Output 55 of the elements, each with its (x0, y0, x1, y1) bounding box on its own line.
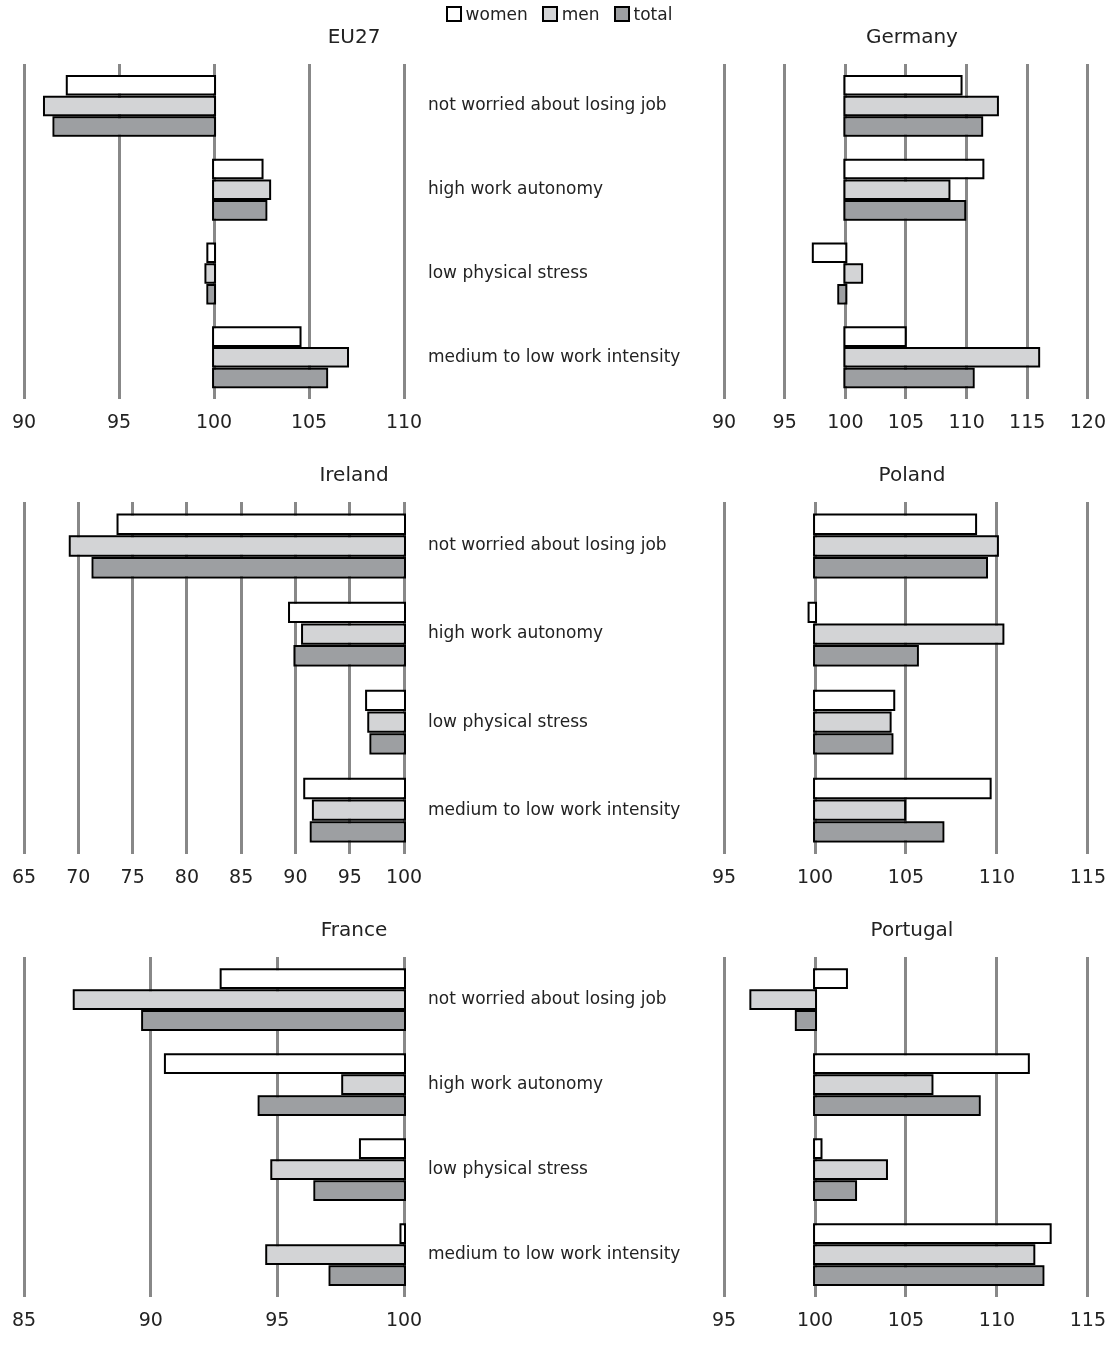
x-tick-label: 110 (385, 409, 423, 432)
x-tick-label: 90 (138, 1307, 163, 1330)
x-tick-label: 95 (711, 1307, 737, 1330)
y-tick-label: not worried about losing job (428, 534, 667, 555)
x-tick-label: 100 (827, 409, 864, 432)
chart-title: Ireland (319, 462, 389, 487)
y-tick-label: low physical stress (428, 261, 588, 282)
x-tick-label: 105 (887, 864, 925, 887)
legend-label: total (633, 4, 673, 24)
x-tick-label: 100 (385, 864, 423, 887)
x-tick-label: 95 (265, 1307, 290, 1330)
x-tick-label: 110 (978, 864, 1016, 887)
y-tick-label: medium to low work intensity (428, 1243, 681, 1264)
x-tick-label: 90 (283, 864, 308, 887)
x-tick-label: 65 (11, 864, 37, 887)
x-tick-label: 115 (1009, 409, 1046, 432)
x-tick-label: 110 (978, 1307, 1016, 1330)
y-tick-label: low physical stress (428, 710, 588, 731)
text: women (465, 4, 528, 24)
x-tick-label: 120 (1069, 409, 1106, 432)
x-tick-label: 95 (772, 409, 797, 432)
x-tick-label: 110 (948, 409, 985, 432)
y-tick-label: not worried about losing job (428, 987, 667, 1008)
x-tick-label: 80 (174, 864, 199, 887)
chart-title: Portugal (870, 917, 954, 942)
x-tick-label: 115 (1069, 1307, 1106, 1330)
x-tick-label: 95 (106, 409, 132, 432)
x-tick-label: 100 (796, 1307, 834, 1330)
x-tick-label: 115 (1069, 864, 1106, 887)
x-tick-label: 85 (11, 1307, 37, 1330)
chart-title: France (320, 917, 388, 942)
x-tick-label: 100 (195, 409, 233, 432)
x-tick-label: 70 (66, 864, 91, 887)
y-tick-label: medium to low work intensity (428, 345, 681, 366)
chart-title: Germany (866, 24, 959, 49)
x-tick-label: 90 (11, 409, 37, 432)
y-tick-label: high work autonomy (428, 1073, 604, 1093)
y-tick-label: high work autonomy (428, 178, 604, 199)
chart-title: EU27 (327, 24, 381, 49)
x-tick-label: 105 (887, 409, 925, 432)
y-tick-label: not worried about losing job (428, 94, 667, 115)
y-tick-label: low physical stress (428, 1158, 588, 1179)
x-tick-label: 90 (711, 409, 737, 432)
x-tick-label: 105 (887, 1307, 925, 1330)
x-tick-label: 75 (120, 864, 145, 887)
y-tick-label: high work autonomy (428, 622, 604, 643)
x-tick-label: 100 (796, 864, 834, 887)
x-tick-label: 95 (337, 864, 362, 887)
y-tick-label: medium to low work intensity (428, 798, 681, 819)
x-tick-label: 100 (385, 1307, 423, 1330)
chart-title: Poland (878, 462, 946, 487)
x-tick-label: 95 (711, 864, 737, 887)
x-tick-label: 105 (290, 409, 328, 432)
x-tick-label: 85 (229, 864, 254, 887)
legend-label: men (561, 4, 600, 24)
